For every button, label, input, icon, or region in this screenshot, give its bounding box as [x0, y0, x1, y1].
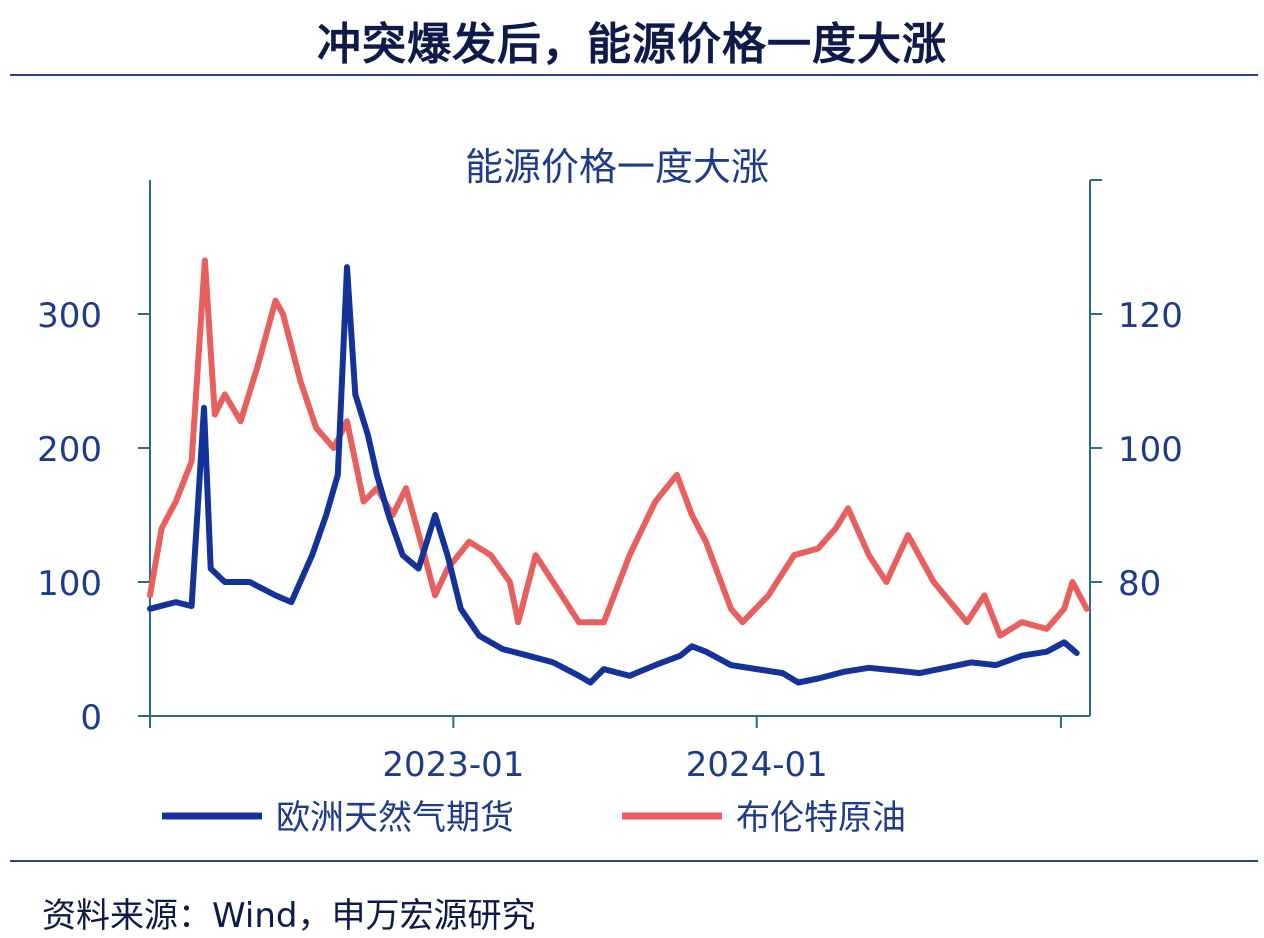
right-tick-label: 80 [1118, 564, 1161, 604]
right-tick-label: 100 [1118, 430, 1183, 470]
chart-title: 能源价格一度大涨 [465, 145, 769, 189]
title-divider [10, 74, 1258, 76]
series-line-gas [147, 264, 1080, 686]
left-tick-label: 300 [37, 296, 102, 336]
legend-label-gas: 欧洲天然气期货 [276, 798, 514, 838]
x-tick-label: 2024-01 [686, 745, 828, 785]
chart: 能源价格一度大涨 0 100 200 300 80 100 120 2023-01 2024-0… [37, 145, 1183, 838]
left-tick-label: 0 [80, 698, 102, 738]
page-title: 冲突爆发后，能源价格一度大涨 [317, 19, 947, 70]
legend: 欧洲天然气期货 布伦特原油 [162, 798, 906, 838]
series-layer [147, 257, 1090, 686]
series-line-brent [147, 257, 1090, 639]
left-tick-label: 100 [37, 564, 102, 604]
legend-label-brent: 布伦特原油 [736, 798, 906, 838]
left-tick-label: 200 [37, 430, 102, 470]
x-tick-label: 2023-01 [382, 745, 524, 785]
axes: 0 100 200 300 80 100 120 2023-01 2024-01 [37, 179, 1183, 785]
right-tick-label: 120 [1118, 296, 1183, 336]
footer-divider [10, 860, 1258, 862]
source-note: 资料来源：Wind，申万宏源研究 [42, 896, 536, 936]
